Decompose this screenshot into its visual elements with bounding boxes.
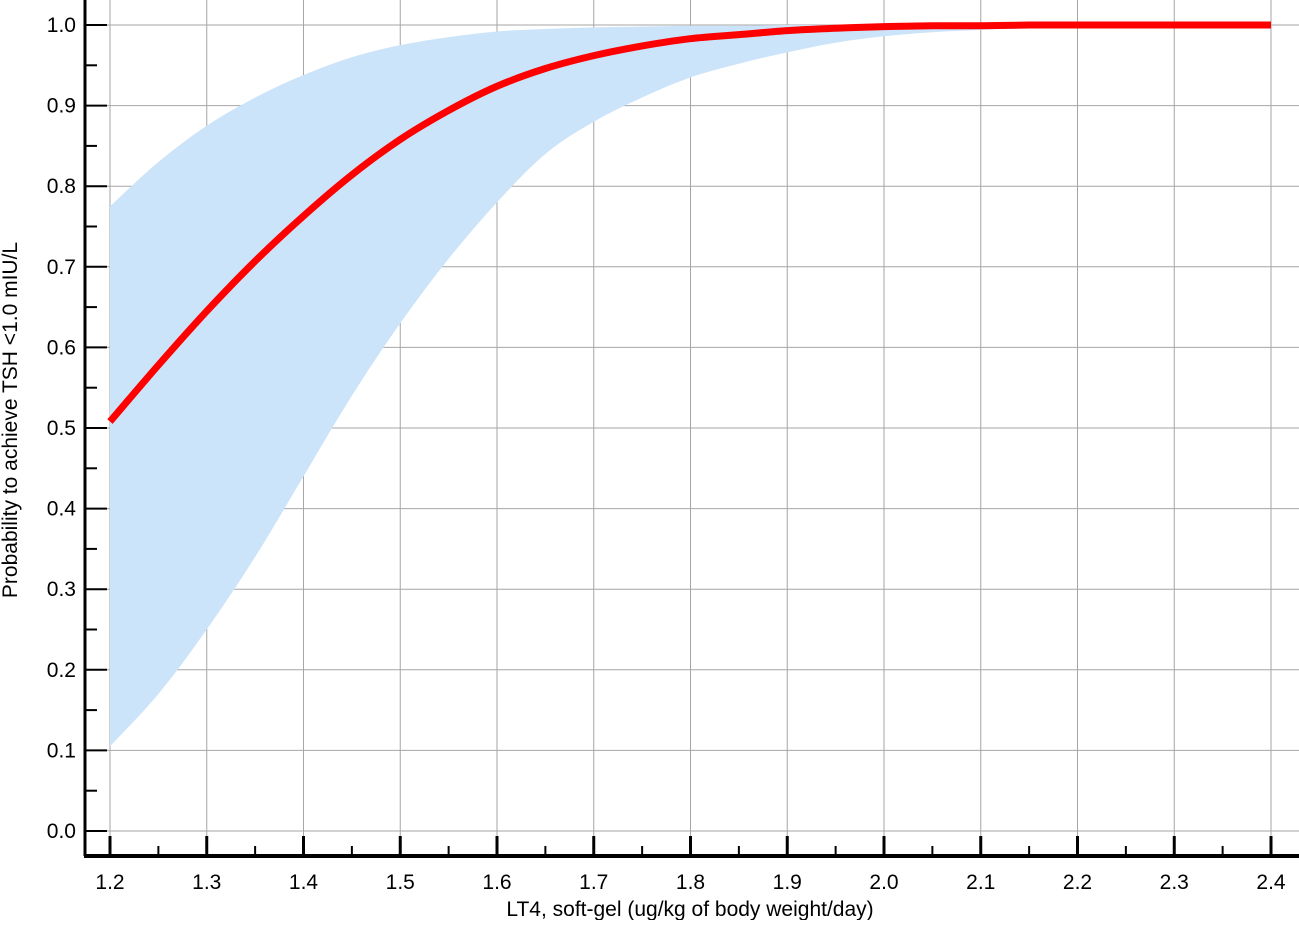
y-tick-label: 0.8: [47, 175, 76, 198]
x-tick-label: 1.6: [482, 871, 511, 894]
x-tick-label: 2.2: [1063, 871, 1092, 894]
x-tick-label: 2.4: [1256, 871, 1286, 894]
x-tick-label: 1.8: [676, 871, 705, 894]
x-tick-label: 2.1: [966, 871, 995, 894]
y-tick-label: 0.7: [47, 256, 76, 279]
curve-layer: [107, 21, 1271, 424]
axis-layer: [83, 0, 1299, 858]
y-tick-label: 0.4: [47, 498, 77, 521]
label-layer: 1.2 1.3 1.4 1.5 1.6 1.7 1.8 1.9 2.0 2.1 2.2 2.3 2.4 0…: [47, 14, 1286, 894]
x-tick-label: 1.2: [95, 871, 124, 894]
y-tick-label: 0.5: [47, 417, 76, 440]
y-tick-label: 0.3: [47, 578, 76, 601]
x-tick-label: 1.4: [289, 871, 319, 894]
probability-curve: [107, 21, 1271, 424]
grid-layer: [85, 0, 1299, 856]
x-tick-label: 2.0: [869, 871, 898, 894]
y-tick-label: 0.9: [47, 95, 76, 118]
y-tick-label: 0.1: [47, 739, 76, 762]
x-tick-label: 1.7: [579, 871, 608, 894]
band-layer: [110, 24, 1271, 747]
x-tick-label: 1.5: [386, 871, 415, 894]
y-tick-label: 0.6: [47, 336, 76, 359]
x-tick-label: 1.9: [773, 871, 802, 894]
x-axis-title: LT4, soft-gel (ug/kg of body weight/day): [506, 898, 873, 920]
x-tick-label: 2.3: [1160, 871, 1189, 894]
y-tick-label: 1.0: [47, 14, 76, 37]
y-tick-label: 0.0: [47, 820, 76, 843]
y-tick-label: 0.2: [47, 659, 76, 682]
confidence-band: [110, 24, 1271, 747]
x-tick-label: 1.3: [192, 871, 221, 894]
y-axis-title: Probability to achieve TSH <1.0 mIU/L: [0, 242, 22, 598]
